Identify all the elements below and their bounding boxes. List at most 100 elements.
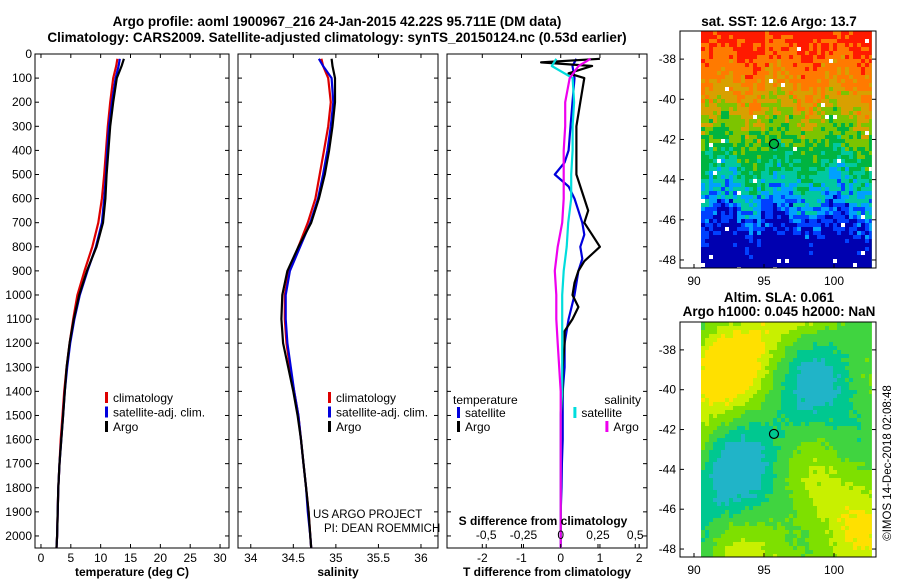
lon-tick-label: 95 xyxy=(757,274,771,288)
profile-panel-1: 0100200300400500600700800900100011001200… xyxy=(5,47,230,579)
lat-tick-label: -44 xyxy=(659,173,677,187)
x-tick-label: 36 xyxy=(414,551,428,565)
x-tick-label: 30 xyxy=(213,551,227,565)
depth-tick-label: 400 xyxy=(12,143,32,157)
x-tick-label: 34.5 xyxy=(282,551,306,565)
secondary-x-axis-label: S difference from climatology xyxy=(459,514,628,528)
sst-map-title: sat. SST: 12.6 Argo: 13.7 xyxy=(701,14,857,29)
lat-tick-label: -48 xyxy=(659,253,677,267)
legend-title-temperature: temperature xyxy=(453,393,518,407)
x-tick-label: 25 xyxy=(184,551,198,565)
legend-label: satellite-adj. clim. xyxy=(336,406,428,420)
x-tick-label: 1 xyxy=(597,551,604,565)
x-tick-label: 10 xyxy=(94,551,108,565)
lon-tick-label: 90 xyxy=(687,563,701,577)
series-line-climatology xyxy=(283,58,332,549)
sst-map: -38 -40 -42 -44 -46 -48 90 95 100 xyxy=(659,30,877,288)
legend-swatch xyxy=(573,407,577,418)
x-tick-label: 15 xyxy=(124,551,138,565)
x-tick-label: 20 xyxy=(154,551,168,565)
depth-tick-label: 1800 xyxy=(5,481,32,495)
legend-title-salinity: salinity xyxy=(604,393,641,407)
lat-tick-label: -44 xyxy=(659,462,677,476)
lat-tick-label: -38 xyxy=(659,52,677,66)
depth-tick-label: 0 xyxy=(25,47,32,61)
figure-subtitle: Climatology: CARS2009. Satellite-adjuste… xyxy=(47,30,626,45)
series-line-temperature-satellite xyxy=(553,58,586,548)
x-axis-label: temperature (deg C) xyxy=(75,565,189,579)
project-annotation: US ARGO PROJECT xyxy=(313,509,422,521)
secondary-x-tick-label: -0,25 xyxy=(510,528,538,542)
profile-panel-2: 34 34.5 35 35.5 36 salinity climatologysatelli… xyxy=(237,53,439,579)
x-axis-label: salinity xyxy=(317,565,359,579)
lon-tick-label: 95 xyxy=(757,563,771,577)
lat-tick-label: -46 xyxy=(659,502,677,516)
legend-swatch xyxy=(328,392,331,403)
figure-title: Argo profile: aoml 1900967_216 24-Jan-20… xyxy=(113,14,562,29)
panel-frame xyxy=(237,53,439,549)
legend-label: satellite xyxy=(581,406,622,420)
depth-tick-label: 700 xyxy=(12,216,32,230)
legend-swatch xyxy=(105,421,108,432)
series-line-argo xyxy=(55,58,125,549)
depth-tick-label: 500 xyxy=(12,167,32,181)
legend-swatch xyxy=(105,392,108,403)
legend-label: satellite xyxy=(465,406,506,420)
lat-tick-label: -42 xyxy=(659,132,677,146)
x-tick-label: 35 xyxy=(329,551,343,565)
secondary-x-tick-label: 0,5 xyxy=(627,528,644,542)
x-tick-label: 5 xyxy=(67,551,74,565)
x-tick-label: 0 xyxy=(38,551,45,565)
legend-swatch xyxy=(105,406,108,418)
legend-label: Argo xyxy=(465,420,491,434)
depth-tick-label: 100 xyxy=(12,71,32,85)
panel-frame xyxy=(446,53,648,549)
lon-tick-label: 90 xyxy=(687,274,701,288)
legend-swatch xyxy=(328,421,331,432)
sla-map-title: Altim. SLA: 0.061 xyxy=(724,290,835,305)
depth-tick-label: 1000 xyxy=(5,288,32,302)
depth-tick-label: 200 xyxy=(12,95,32,109)
depth-tick-label: 800 xyxy=(12,240,32,254)
series-line-salinity-argo xyxy=(553,57,592,548)
profile-panel-3: -2 -1 0 1 2 T difference from climatology temp… xyxy=(446,53,648,579)
x-tick-label: 35.5 xyxy=(367,551,391,565)
legend-swatch xyxy=(457,421,460,432)
x-tick-label: -2 xyxy=(477,551,488,565)
depth-tick-label: 1600 xyxy=(5,433,32,447)
legend-label: Argo xyxy=(613,420,639,434)
argo-float-marker xyxy=(768,138,780,149)
imos-stamp: ©IMOS 14-Dec-2018 02:08:48 xyxy=(882,385,894,541)
series-line-argo xyxy=(280,58,337,549)
depth-tick-label: 1700 xyxy=(5,457,32,471)
panel-frame xyxy=(34,53,230,549)
lon-tick-label: 100 xyxy=(824,274,844,288)
secondary-x-tick-label: -0,5 xyxy=(476,528,497,542)
depth-tick-label: 1900 xyxy=(5,505,32,519)
lat-tick-label: -38 xyxy=(659,343,677,357)
depth-tick-label: 900 xyxy=(12,264,32,278)
sla-map: -38 -40 -42 -44 -46 -48 90 95 100 xyxy=(659,321,877,577)
depth-tick-label: 1100 xyxy=(6,312,32,326)
lat-tick-label: -40 xyxy=(659,383,677,397)
map-frame xyxy=(679,321,877,558)
depth-tick-label: 600 xyxy=(12,192,32,206)
sla-map-subtitle: Argo h1000: 0.045 h2000: NaN xyxy=(683,304,876,319)
legend-label: climatology xyxy=(336,391,396,405)
depth-tick-label: 1200 xyxy=(5,336,32,350)
x-axis-label: T difference from climatology xyxy=(463,565,631,579)
legend-swatch xyxy=(328,406,331,418)
legend-swatch xyxy=(457,407,460,418)
x-tick-label: -1 xyxy=(516,551,527,565)
lat-tick-label: -48 xyxy=(659,542,677,556)
legend-label: satellite-adj. clim. xyxy=(113,406,205,420)
depth-tick-label: 2000 xyxy=(5,529,32,543)
map-frame xyxy=(679,30,877,269)
x-tick-label: 0 xyxy=(557,551,564,565)
depth-tick-label: 1300 xyxy=(5,360,32,374)
lat-tick-label: -42 xyxy=(659,423,677,437)
depth-tick-label: 1400 xyxy=(5,384,32,398)
secondary-x-tick-label: 0 xyxy=(557,528,564,542)
legend-swatch xyxy=(605,421,609,432)
